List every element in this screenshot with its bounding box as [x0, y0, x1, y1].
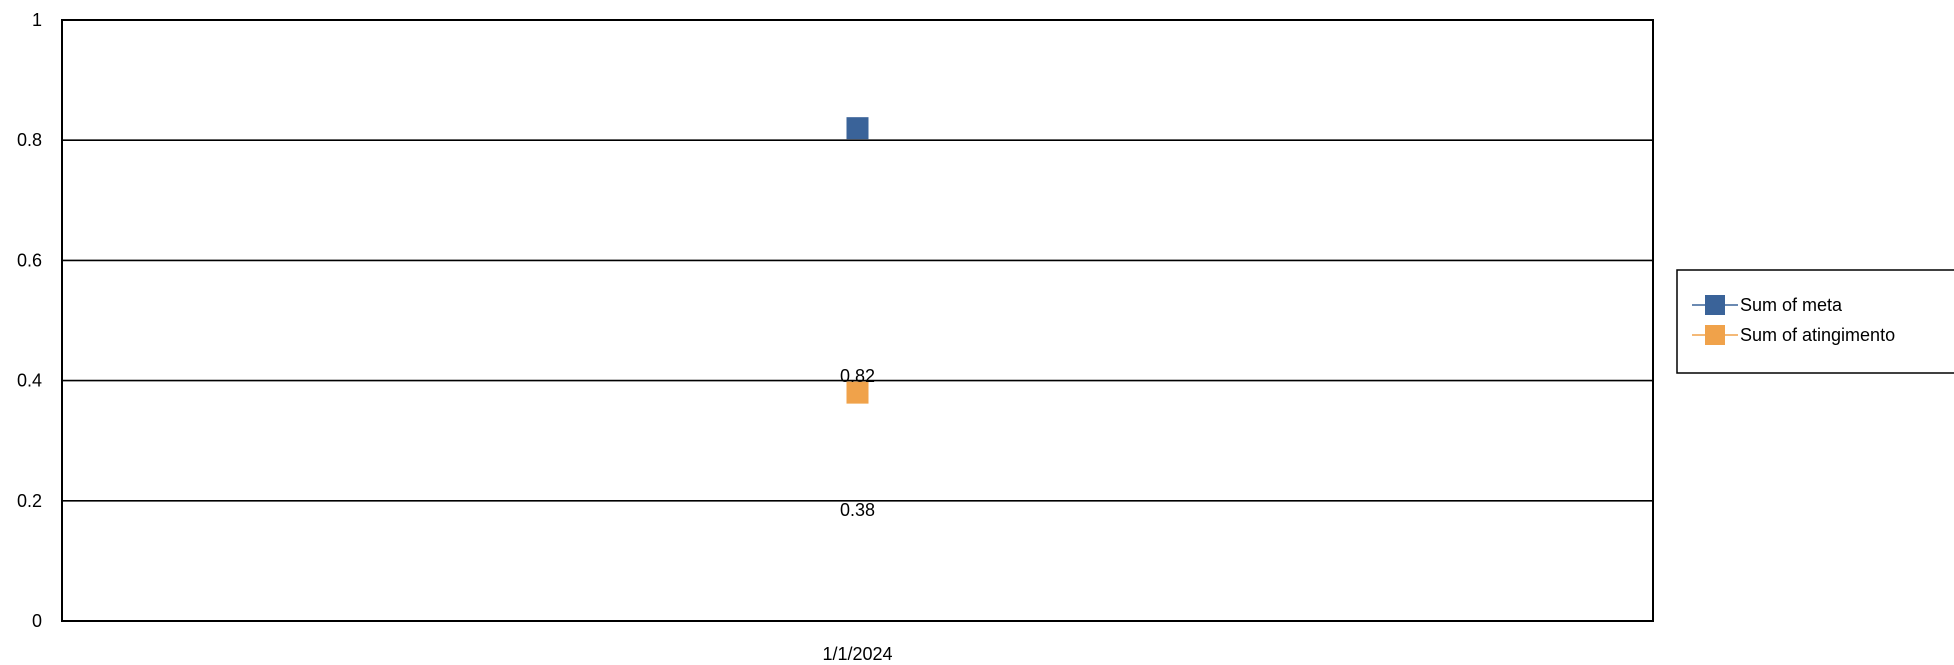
y-axis-ticks: 0 0.2 0.4 0.6 0.8 1 [17, 10, 42, 631]
data-labels: 0.82 0.38 [840, 366, 875, 520]
legend-label: Sum of meta [1740, 295, 1843, 315]
legend-label: Sum of atingimento [1740, 325, 1895, 345]
legend-marker [1705, 325, 1725, 345]
y-tick-label: 1 [32, 10, 42, 30]
plot-border [61, 19, 1654, 622]
data-label: 0.82 [840, 366, 875, 386]
y-tick-label: 0.8 [17, 130, 42, 150]
y-tick-label: 0.4 [17, 371, 42, 391]
legend-marker [1705, 295, 1725, 315]
series-layer [846, 117, 869, 404]
data-label: 0.38 [840, 500, 875, 520]
x-tick-label: 1/1/2024 [822, 644, 892, 664]
y-tick-label: 0 [32, 611, 42, 631]
data-point-atingimento [846, 381, 869, 404]
y-tick-label: 0.2 [17, 491, 42, 511]
legend: Sum of meta Sum of atingimento [1676, 269, 1954, 374]
gridlines [62, 139, 1653, 502]
legend-box [1676, 269, 1954, 374]
data-point-meta [846, 117, 869, 140]
x-axis-ticks: 1/1/2024 [822, 644, 892, 664]
y-tick-label: 0.6 [17, 250, 42, 270]
plot-area [62, 20, 1653, 621]
